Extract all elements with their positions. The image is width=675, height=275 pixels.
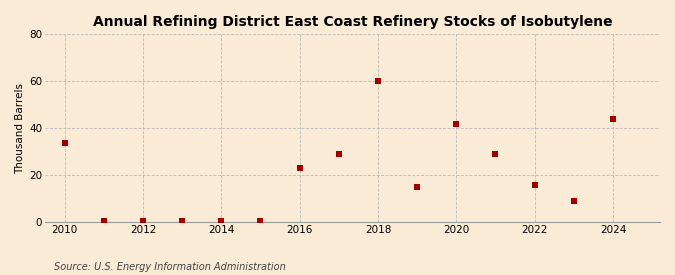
Point [99, 219, 109, 224]
Point [373, 79, 383, 84]
Point [138, 219, 148, 224]
Point [333, 152, 344, 156]
Point [216, 219, 227, 224]
Point [177, 219, 188, 224]
Title: Annual Refining District East Coast Refinery Stocks of Isobutylene: Annual Refining District East Coast Refi… [92, 15, 612, 29]
Point [412, 185, 423, 189]
Point [294, 166, 305, 170]
Y-axis label: Thousand Barrels: Thousand Barrels [15, 83, 25, 174]
Point [568, 199, 579, 204]
Text: Source: U.S. Energy Information Administration: Source: U.S. Energy Information Administ… [54, 262, 286, 272]
Point [451, 122, 462, 126]
Point [529, 183, 540, 187]
Point [608, 117, 618, 121]
Point [490, 152, 501, 156]
Point [59, 140, 70, 145]
Point [255, 219, 266, 224]
